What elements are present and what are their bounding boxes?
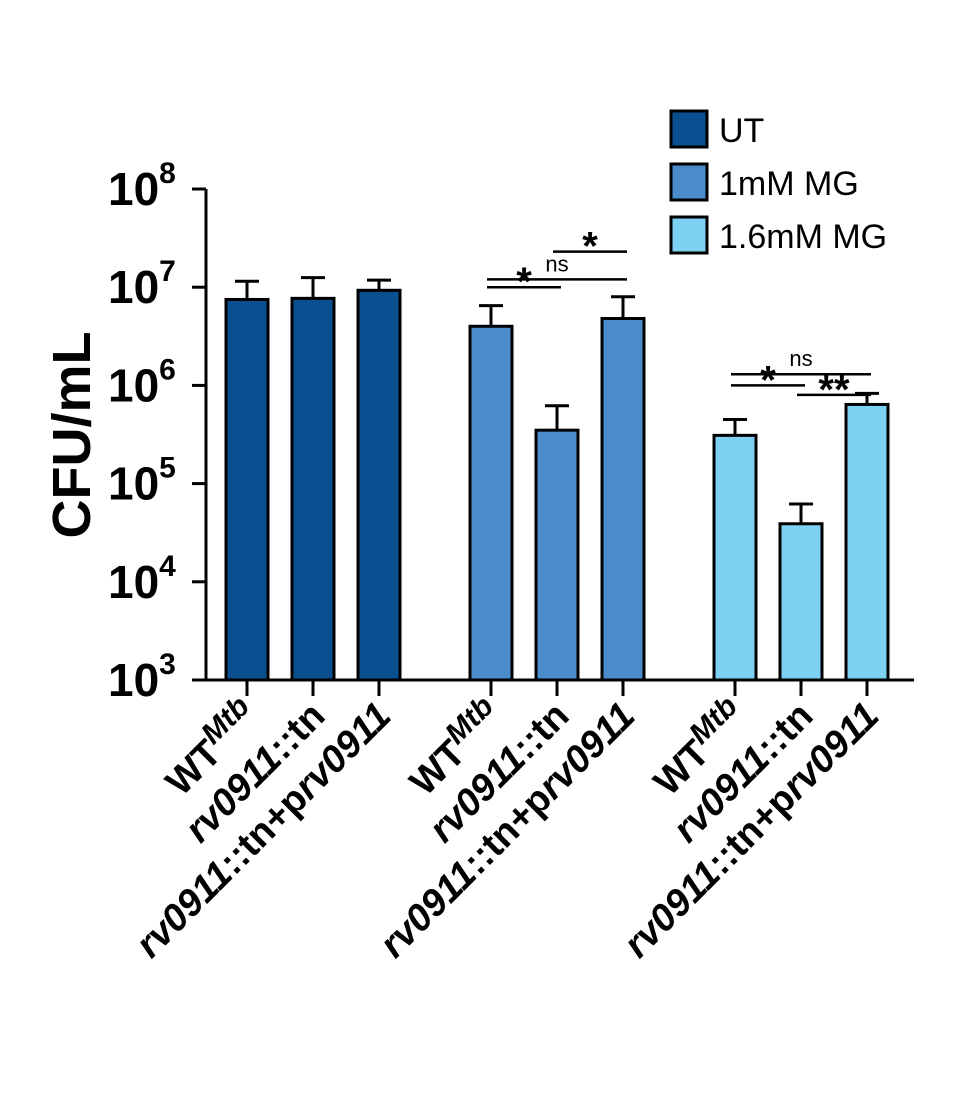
bar bbox=[778, 522, 824, 682]
legend-swatch bbox=[669, 215, 709, 255]
bar-series bbox=[224, 276, 890, 682]
significance-label: * bbox=[760, 358, 776, 402]
x-axis bbox=[204, 678, 914, 696]
bar bbox=[468, 324, 514, 682]
y-tick-label: 106 bbox=[108, 353, 176, 411]
significance-annotations: ns**ns* ** bbox=[487, 225, 871, 412]
y-tick-base: 10 bbox=[108, 359, 159, 411]
significance-label: ns bbox=[545, 251, 568, 276]
bar bbox=[712, 433, 758, 682]
bar bbox=[290, 296, 336, 682]
significance-label: * bbox=[582, 225, 598, 269]
y-axis-title: CFU/mL bbox=[42, 332, 102, 539]
legend: UT 1mM MG 1.6mM MG bbox=[669, 109, 887, 256]
legend-swatch bbox=[669, 162, 709, 202]
legend-swatch bbox=[669, 109, 709, 149]
bar bbox=[356, 288, 402, 682]
y-tick-base: 10 bbox=[108, 654, 159, 706]
y-tick-label: 108 bbox=[108, 157, 176, 215]
y-tick-label: 103 bbox=[108, 648, 176, 706]
y-tick-label: 104 bbox=[108, 550, 176, 608]
category-label-part: rv0911 bbox=[372, 853, 485, 966]
significance-label: * bbox=[516, 260, 532, 304]
y-tick-exponent: 3 bbox=[159, 648, 176, 681]
significance-label: ns bbox=[789, 346, 812, 371]
legend-label: 1mM MG bbox=[719, 165, 859, 203]
bar bbox=[534, 428, 580, 682]
significance-label: ** bbox=[818, 368, 850, 412]
y-tick-base: 10 bbox=[108, 458, 159, 510]
y-tick-base: 10 bbox=[108, 163, 159, 215]
bar bbox=[224, 297, 270, 682]
y-tick-exponent: 5 bbox=[159, 452, 176, 485]
legend-label: 1.6mM MG bbox=[719, 218, 887, 256]
legend-label: UT bbox=[719, 112, 764, 150]
y-tick-exponent: 6 bbox=[159, 353, 176, 386]
category-label-part: rv0911 bbox=[616, 853, 729, 966]
y-tick-exponent: 4 bbox=[159, 550, 176, 583]
y-tick-base: 10 bbox=[108, 261, 159, 313]
y-tick-label: 105 bbox=[108, 452, 176, 510]
category-label-part: rv0911 bbox=[128, 853, 241, 966]
y-tick-base: 10 bbox=[108, 556, 159, 608]
y-tick-exponent: 8 bbox=[159, 157, 176, 190]
bar bbox=[600, 317, 646, 682]
y-tick-exponent: 7 bbox=[159, 255, 176, 288]
bar bbox=[844, 402, 890, 682]
y-tick-label: 107 bbox=[108, 255, 176, 313]
